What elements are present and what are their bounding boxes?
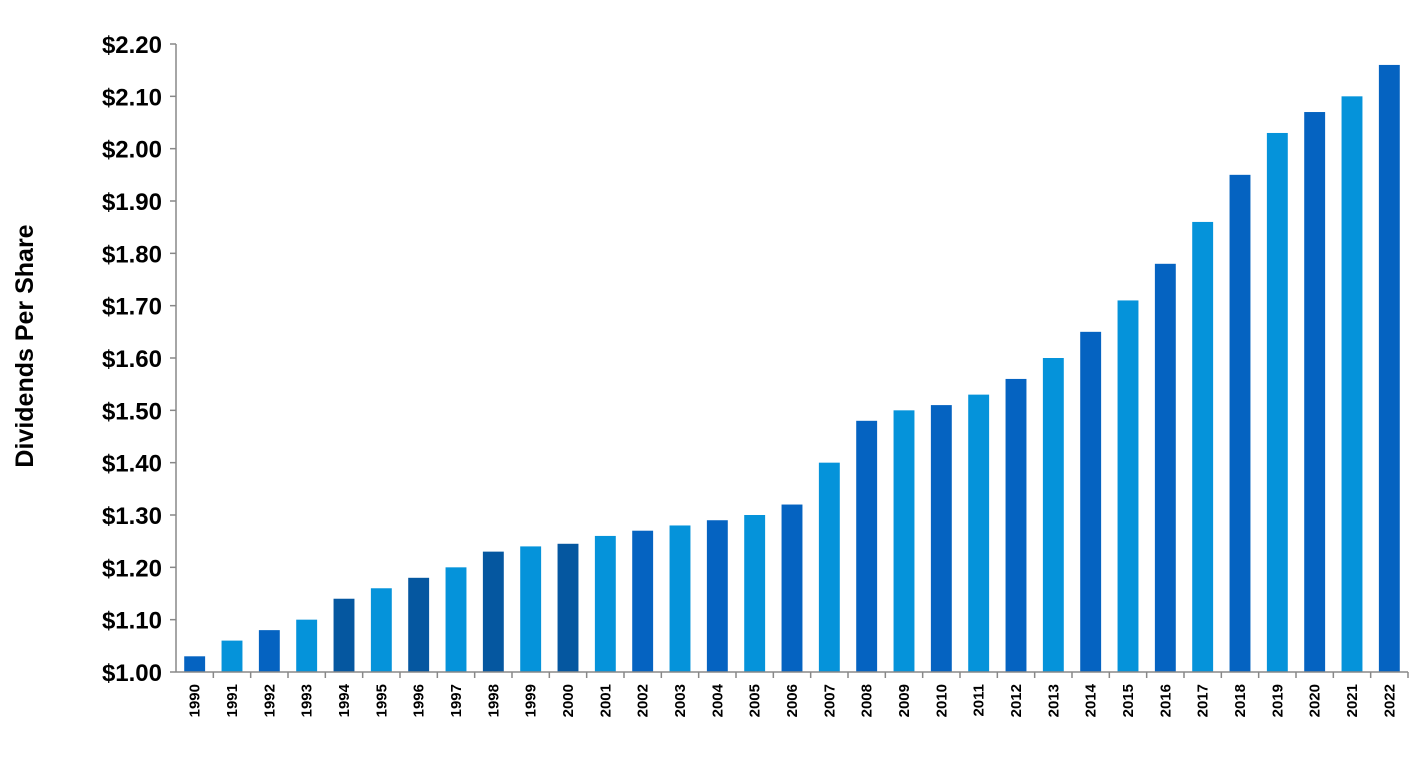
x-tick-label: 1998 <box>485 684 502 717</box>
x-tick-label: 2008 <box>859 684 876 717</box>
x-tick-label: 2016 <box>1157 684 1174 717</box>
bar <box>1378 64 1400 672</box>
y-axis-label: Dividends Per Share <box>11 224 39 467</box>
bar <box>258 630 280 672</box>
x-tick-label: 1995 <box>373 684 390 717</box>
bar <box>184 656 206 672</box>
bar <box>1304 112 1326 673</box>
x-tick-label: 1996 <box>411 684 428 717</box>
y-tick-label: $1.00 <box>102 660 162 687</box>
x-tick-label: 2002 <box>635 684 652 717</box>
bar <box>482 551 504 672</box>
bar <box>1266 132 1288 672</box>
bar <box>1042 358 1064 672</box>
bar <box>408 577 430 672</box>
x-tick-label: 2009 <box>896 684 913 717</box>
y-tick-label: $1.40 <box>102 451 162 478</box>
x-tick-label: 2019 <box>1269 684 1286 717</box>
x-tick-label: 1992 <box>261 684 278 717</box>
bar <box>1154 263 1176 672</box>
x-tick-label: 2007 <box>821 684 838 717</box>
y-tick-label: $1.50 <box>102 398 162 425</box>
bar <box>930 405 952 672</box>
x-tick-label: 2006 <box>784 684 801 717</box>
bar <box>781 504 803 672</box>
y-tick-label: $1.20 <box>102 555 162 582</box>
y-tick-label: $1.90 <box>102 189 162 216</box>
bar <box>445 567 467 672</box>
bar <box>968 394 990 672</box>
bar <box>818 462 840 672</box>
x-tick-label: 2013 <box>1045 684 1062 717</box>
x-tick-label: 2011 <box>971 684 988 717</box>
x-tick-label: 2000 <box>560 684 577 717</box>
bar <box>296 619 318 672</box>
y-tick-label: $2.10 <box>102 84 162 111</box>
bar <box>1229 174 1251 673</box>
y-tick-label: $1.60 <box>102 346 162 373</box>
y-tick-label: $1.70 <box>102 294 162 321</box>
bar <box>744 515 766 672</box>
x-tick-label: 2022 <box>1381 684 1398 717</box>
x-tick-label: 1994 <box>336 683 353 717</box>
x-tick-label: 2004 <box>709 683 726 717</box>
x-tick-label: 2014 <box>1083 683 1100 717</box>
x-tick-label: 2003 <box>672 684 689 717</box>
y-axis-ticks: $1.00 $1.10 $1.20 $1.30 $1.40 $1.50 $1.60 $1.70… <box>102 32 176 687</box>
bar <box>221 640 243 672</box>
bar <box>594 535 616 672</box>
bar <box>557 543 579 672</box>
bar <box>669 525 691 672</box>
bar <box>856 420 878 672</box>
x-axis-ticks: 1990 1991 1992 1993 1994 1995 1996 1997 1998 1999… <box>187 672 1409 717</box>
bar <box>370 588 392 672</box>
x-tick-label: 2021 <box>1344 684 1361 717</box>
x-tick-label: 1991 <box>224 684 241 717</box>
bar <box>1192 221 1214 672</box>
bar <box>1080 331 1102 672</box>
x-tick-label: 2001 <box>597 684 614 717</box>
y-tick-label: $1.30 <box>102 503 162 530</box>
x-tick-label: 2017 <box>1195 684 1212 717</box>
bar <box>1117 300 1139 672</box>
x-tick-label: 1993 <box>299 684 316 717</box>
bar <box>1341 96 1363 673</box>
bar <box>520 546 542 672</box>
x-tick-label: 1990 <box>187 684 204 717</box>
x-tick-label: 1999 <box>523 684 540 717</box>
bar <box>1005 378 1027 672</box>
x-tick-label: 2018 <box>1232 684 1249 717</box>
bar <box>893 410 915 672</box>
x-tick-label: 2010 <box>933 684 950 717</box>
x-tick-label: 2012 <box>1008 684 1025 717</box>
bar <box>632 530 654 672</box>
bar <box>706 520 728 672</box>
y-tick-label: $2.00 <box>102 137 162 164</box>
x-tick-label: 2015 <box>1120 684 1137 717</box>
y-tick-label: $2.20 <box>102 32 162 59</box>
x-tick-label: 1997 <box>448 684 465 717</box>
y-tick-label: $1.10 <box>102 608 162 635</box>
x-tick-label: 2005 <box>747 684 764 717</box>
x-tick-label: 2020 <box>1307 684 1324 717</box>
bar <box>333 598 355 672</box>
bars <box>184 64 1400 673</box>
y-tick-label: $1.80 <box>102 241 162 268</box>
